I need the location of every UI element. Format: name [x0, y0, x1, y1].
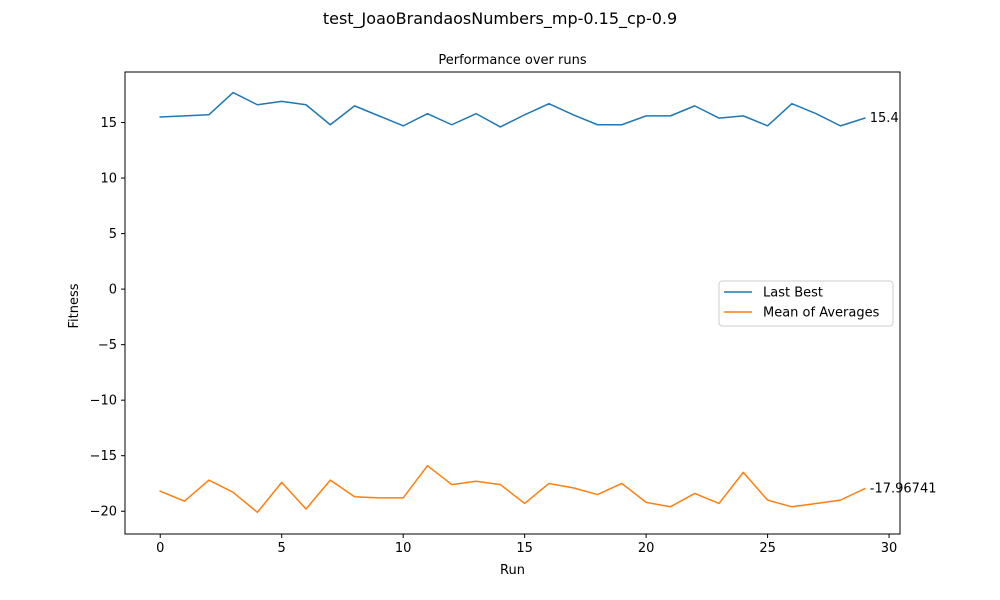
chart-title: Performance over runs: [438, 53, 586, 68]
x-axis-label: Run: [500, 563, 525, 578]
legend-label-0: Last Best: [763, 286, 823, 301]
legend-box: [718, 280, 894, 327]
figure-suptitle: test_JoaoBrandaosNumbers_mp-0.15_cp-0.9: [322, 9, 678, 28]
series-end-label-1: -17.96741: [870, 482, 937, 497]
y-tick-label: 10: [100, 172, 117, 187]
legend-label-1: Mean of Averages: [763, 306, 880, 321]
x-tick-label: 0: [156, 541, 164, 556]
x-tick-label: 15: [516, 541, 533, 556]
x-tick-label: 25: [759, 541, 776, 556]
y-tick-label: −5: [98, 338, 117, 353]
y-tick-label: 5: [109, 227, 117, 242]
series-line-0: [159, 91, 866, 128]
y-tick-label: 15: [100, 116, 117, 131]
y-axis-label: Fitness: [67, 283, 82, 328]
x-tick-label: 10: [395, 541, 412, 556]
y-tick-label: −15: [90, 449, 117, 464]
x-tick-label: 5: [278, 541, 286, 556]
y-tick-label: −10: [90, 394, 117, 409]
y-tick-label: 0: [109, 283, 117, 298]
x-tick-label: 20: [638, 541, 655, 556]
series-end-label-0: 15.4: [870, 111, 899, 126]
x-tick-label: 30: [881, 541, 898, 556]
plot-frame: [124, 71, 901, 535]
series-line-1: [159, 464, 866, 514]
y-tick-label: −20: [90, 505, 117, 520]
